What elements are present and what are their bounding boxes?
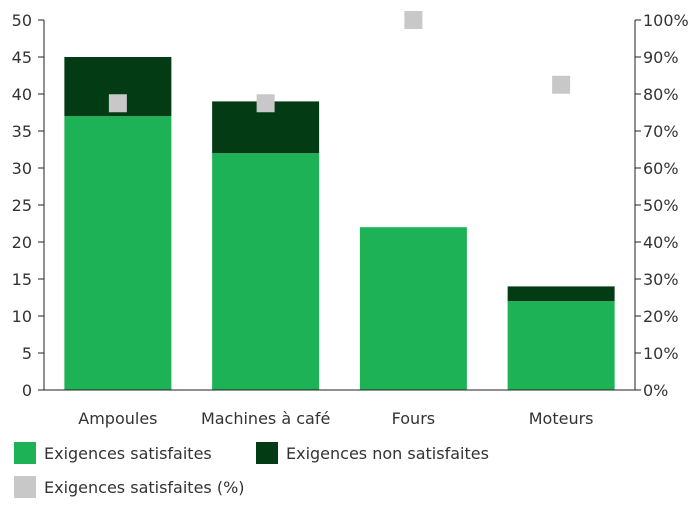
legend-swatch-percent xyxy=(14,476,36,498)
y-tick-label-right-6: 60% xyxy=(643,159,679,178)
legend-swatch-satisfied xyxy=(14,442,36,464)
chart-plot: 0 5 10 15 20 25 30 35 40 45 50 0% 10% 20% 30% 40% 50% 60%… xyxy=(12,11,689,428)
legend-label-unsatisfied: Exigences non satisfaites xyxy=(286,443,489,463)
y-tick-label-left-2: 10 xyxy=(12,307,32,326)
y-tick-label-right-9: 90% xyxy=(643,48,679,67)
legend-unsatisfied: Exigences non satisfaites xyxy=(256,442,489,464)
point-percent-0 xyxy=(108,94,127,113)
x-tick-label-2: Fours xyxy=(392,409,435,428)
y-tick-label-right-7: 70% xyxy=(643,122,679,141)
y-tick-label-left-6: 30 xyxy=(12,159,32,178)
legend-label-satisfied: Exigences satisfaites xyxy=(44,443,212,463)
y-tick-label-left-9: 45 xyxy=(12,48,32,67)
y-tick-label-left-4: 20 xyxy=(12,233,32,252)
legend-satisfied: Exigences satisfaites xyxy=(14,442,212,464)
y-tick-label-right-5: 50% xyxy=(643,196,679,215)
y-tick-label-right-10: 100% xyxy=(643,11,689,30)
y-tick-label-right-0: 0% xyxy=(643,381,668,400)
y-tick-label-left-5: 25 xyxy=(12,196,32,215)
y-tick-label-right-1: 10% xyxy=(643,344,679,363)
bar-satisfied-3 xyxy=(507,301,615,390)
y-tick-label-right-4: 40% xyxy=(643,233,679,252)
bar-satisfied-0 xyxy=(64,116,172,390)
y-tick-label-right-8: 80% xyxy=(643,85,679,104)
y-tick-label-left-7: 35 xyxy=(12,122,32,141)
legend-label-percent: Exigences satisfaites (%) xyxy=(44,477,245,497)
legend-percent: Exigences satisfaites (%) xyxy=(14,476,245,498)
y-tick-label-left-3: 15 xyxy=(12,270,32,289)
x-tick-label-3: Moteurs xyxy=(529,409,594,428)
y-tick-label-left-8: 40 xyxy=(12,85,32,104)
point-percent-1 xyxy=(256,94,275,113)
x-tick-label-0: Ampoules xyxy=(78,409,157,428)
bar-satisfied-2 xyxy=(359,227,467,390)
legend-swatch-unsatisfied xyxy=(256,442,278,464)
y-tick-label-right-3: 30% xyxy=(643,270,679,289)
y-tick-label-left-10: 50 xyxy=(12,11,32,30)
bar-unsatisfied-3 xyxy=(507,286,615,302)
point-percent-2 xyxy=(404,11,423,29)
point-percent-3 xyxy=(552,75,571,94)
x-tick-label-1: Machines à café xyxy=(201,409,330,428)
bar-satisfied-1 xyxy=(212,153,320,390)
y-tick-label-left-0: 0 xyxy=(22,381,32,400)
y-tick-label-right-2: 20% xyxy=(643,307,679,326)
y-tick-label-left-1: 5 xyxy=(22,344,32,363)
